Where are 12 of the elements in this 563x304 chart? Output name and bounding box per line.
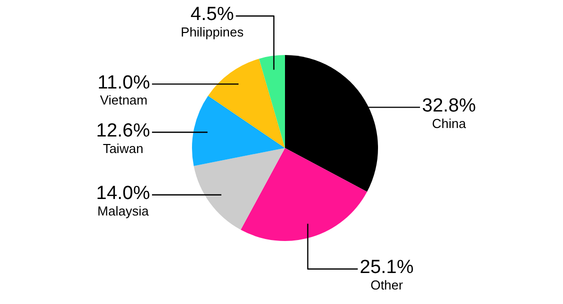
data-label: 4.5% xyxy=(190,4,234,26)
slice-label: Vietnam xyxy=(100,92,148,108)
data-label: 14.0% xyxy=(96,183,150,204)
data-label: 12.6% xyxy=(96,120,150,142)
slice-label: Philippines xyxy=(180,24,244,40)
slice-label: Taiwan xyxy=(102,140,144,156)
data-label: 11.0% xyxy=(98,72,150,94)
slice-label: Malaysia xyxy=(97,203,150,218)
slice-label: Other xyxy=(370,278,404,293)
slice-label: China xyxy=(432,116,467,131)
data-label: 25.1% xyxy=(360,257,414,278)
data-label: 32.8% xyxy=(422,96,476,117)
